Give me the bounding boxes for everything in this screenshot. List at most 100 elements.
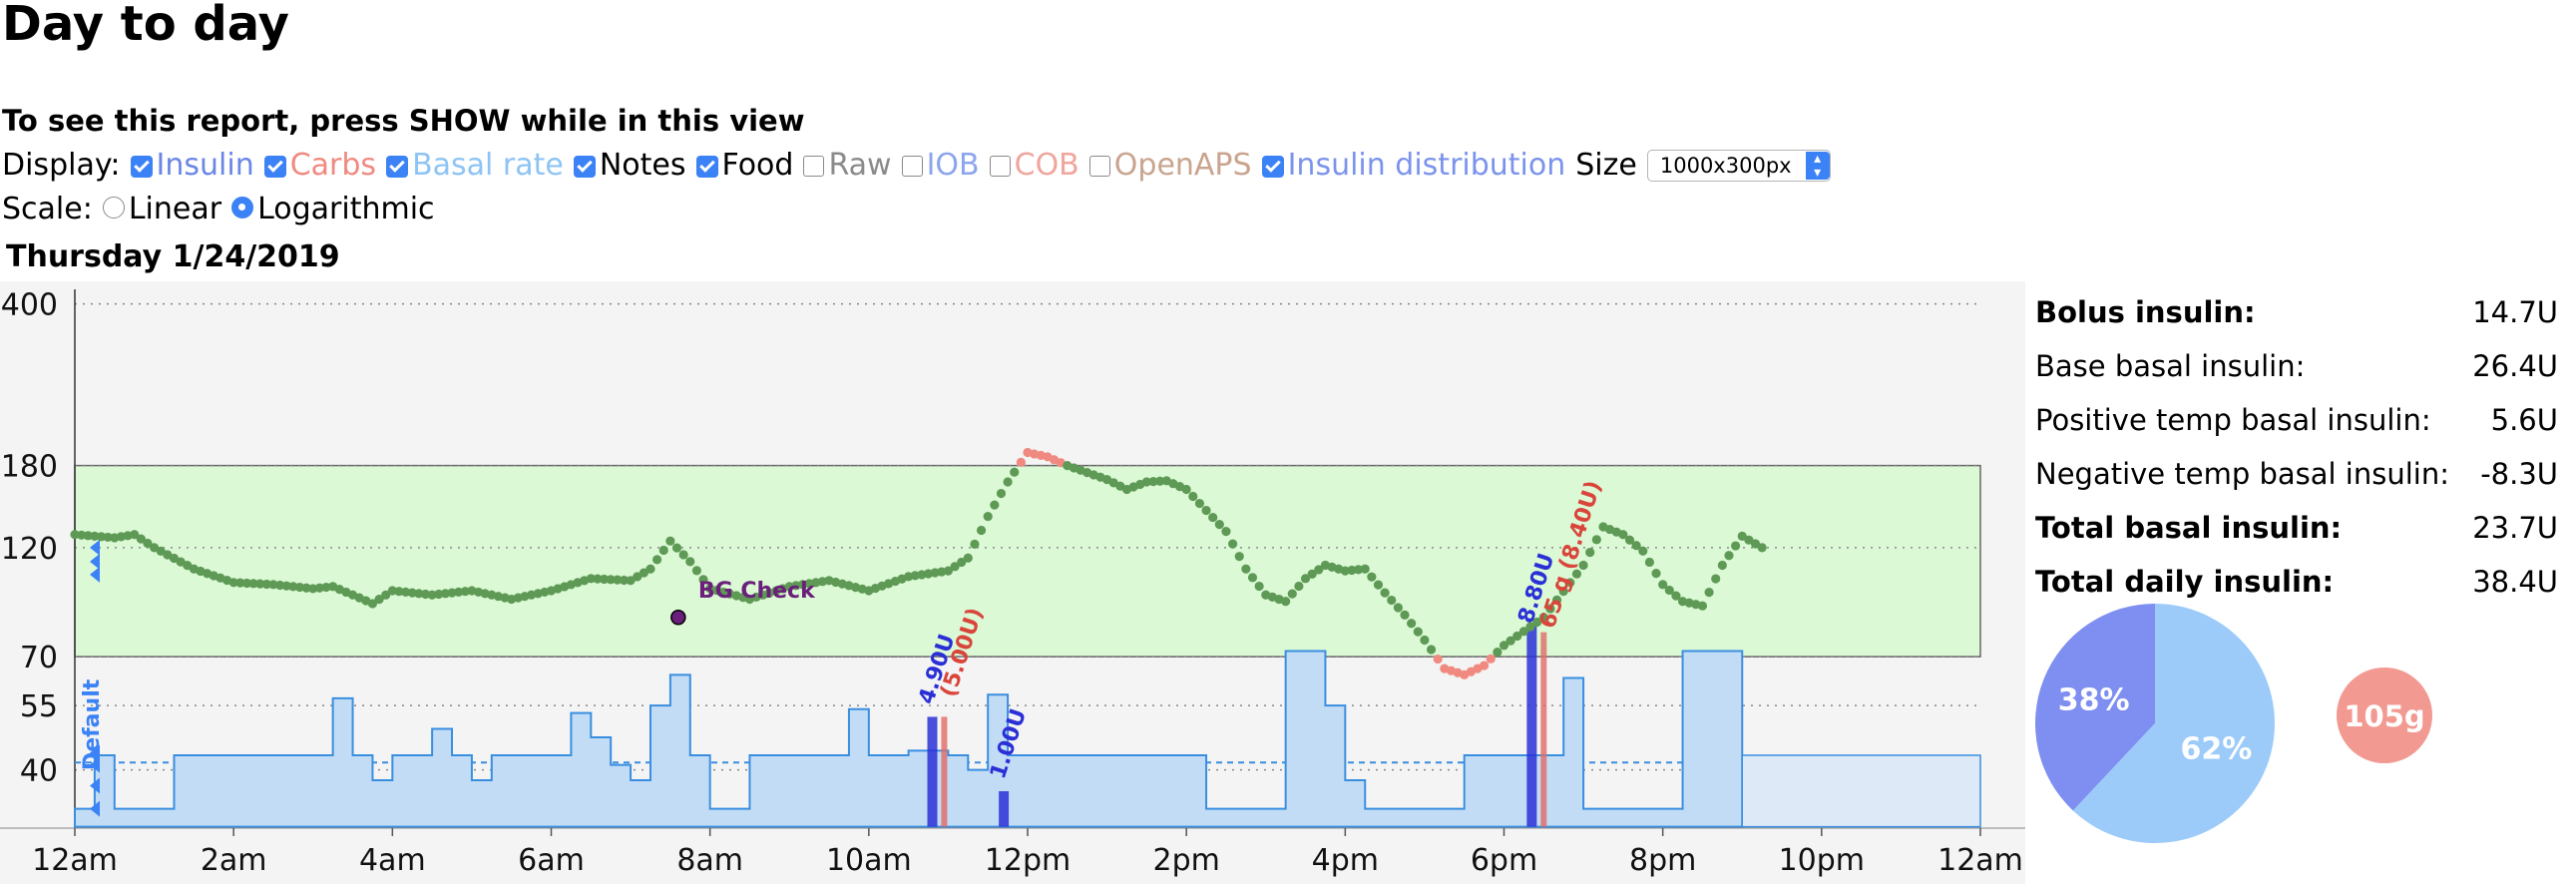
- raw-checkbox[interactable]: [803, 156, 825, 177]
- glucose-point: [367, 599, 378, 609]
- notes-checkbox[interactable]: [573, 155, 596, 178]
- carbs-checkbox[interactable]: [263, 155, 286, 178]
- glucose-point: [671, 543, 682, 553]
- stat-label: Total basal insulin:: [2035, 511, 2343, 545]
- notes-label[interactable]: Notes: [599, 148, 686, 183]
- bolus-bar: [1526, 625, 1537, 827]
- glucose-point: [1704, 588, 1714, 598]
- insulin-label[interactable]: Insulin: [156, 148, 254, 183]
- stat-label: Total daily insulin:: [2035, 565, 2335, 599]
- profile-arrow-icon: [90, 800, 100, 817]
- glucose-point: [1367, 572, 1377, 582]
- glucose-point: [1433, 654, 1443, 664]
- glucose-point: [1731, 541, 1741, 551]
- glucose-point: [652, 555, 662, 565]
- glucose-point: [1505, 636, 1515, 646]
- instructions-text: To see this report, press SHOW while in …: [2, 104, 805, 138]
- size-label: Size: [1575, 148, 1637, 183]
- glucose-point: [957, 557, 967, 568]
- iob-label[interactable]: IOB: [926, 148, 980, 183]
- cob-checkbox[interactable]: [989, 156, 1011, 177]
- food-label[interactable]: Food: [721, 148, 794, 183]
- display-label: Display:: [2, 148, 121, 183]
- glucose-point: [593, 574, 603, 584]
- glucose-point: [281, 581, 291, 591]
- y-tick-label: 120: [1, 532, 58, 567]
- glucose-point: [1387, 595, 1397, 606]
- glucose-point: [1532, 617, 1542, 628]
- openaps-checkbox[interactable]: [1088, 156, 1110, 177]
- glucose-point: [308, 584, 318, 594]
- linear-radio[interactable]: [102, 197, 125, 219]
- carbs-label[interactable]: Carbs: [289, 148, 377, 183]
- glucose-point: [136, 534, 146, 544]
- basal-rate-checkbox[interactable]: [386, 155, 409, 178]
- glucose-point: [1194, 498, 1205, 509]
- x-tick-label: 6pm: [1471, 843, 1537, 878]
- stat-label: Negative temp basal insulin:: [2035, 457, 2449, 491]
- glucose-point: [414, 589, 424, 599]
- stat-label: Base basal insulin:: [2035, 349, 2306, 383]
- pie-slice-bolus: [2035, 604, 2155, 811]
- stat-row: Total basal insulin: 23.7U: [2035, 501, 2558, 555]
- basal-rate-label[interactable]: Basal rate: [412, 148, 564, 183]
- glucose-point: [606, 575, 616, 585]
- stat-value: 26.4U: [2472, 349, 2558, 383]
- food-checkbox[interactable]: [695, 155, 718, 178]
- openaps-label[interactable]: OpenAPS: [1113, 148, 1252, 183]
- pie-slice-basal: [2072, 604, 2275, 843]
- glucose-point: [1565, 578, 1575, 588]
- glucose-point: [268, 580, 278, 590]
- profile-arrow-icon: [90, 553, 100, 570]
- glucose-point: [1247, 573, 1258, 583]
- glucose-point: [400, 587, 411, 598]
- glucose-point: [1373, 580, 1384, 590]
- glucose-point: [1141, 477, 1151, 487]
- cob-label[interactable]: COB: [1014, 148, 1079, 183]
- glucose-point: [1631, 541, 1641, 551]
- glucose-point: [130, 530, 140, 540]
- logarithmic-label[interactable]: Logarithmic: [257, 192, 435, 226]
- x-tick-label: 12am: [1937, 843, 2023, 878]
- glucose-point: [1208, 512, 1218, 523]
- stat-row: Positive temp basal insulin: 5.6U: [2035, 393, 2558, 447]
- logarithmic-radio[interactable]: [231, 197, 254, 219]
- glucose-point: [434, 589, 444, 600]
- glucose-point: [950, 562, 960, 572]
- insulin-distribution-checkbox[interactable]: [1261, 155, 1284, 178]
- glucose-point: [1724, 551, 1734, 561]
- stat-row: Total daily insulin: 38.4U: [2035, 555, 2558, 609]
- glucose-point: [1010, 467, 1020, 477]
- glucose-point: [1221, 527, 1231, 537]
- carb-bar: [1540, 632, 1547, 827]
- glucose-point: [1360, 564, 1370, 574]
- y-tick-label: 180: [1, 450, 58, 485]
- size-select[interactable]: 1000x300px ▴ ▾: [1646, 149, 1831, 182]
- size-value: 1000x300px: [1659, 153, 1792, 178]
- raw-label[interactable]: Raw: [828, 148, 892, 183]
- linear-label[interactable]: Linear: [128, 192, 222, 226]
- scale-options: Scale: Linear Logarithmic: [2, 192, 435, 226]
- glucose-point: [678, 550, 688, 560]
- glucose-point: [261, 579, 271, 590]
- x-tick-label: 8am: [676, 843, 743, 878]
- glucose-point: [427, 590, 437, 600]
- glucose-point: [394, 587, 404, 597]
- glucose-point: [288, 582, 298, 592]
- glucose-point: [1757, 543, 1767, 553]
- glucose-point: [1393, 603, 1403, 613]
- insulin-distribution-label[interactable]: Insulin distribution: [1287, 148, 1566, 183]
- glucose-point: [996, 488, 1007, 499]
- glucose-point: [1697, 601, 1708, 611]
- x-tick-label: 4pm: [1312, 843, 1379, 878]
- glucose-point: [1486, 654, 1496, 663]
- glucose-point: [665, 536, 675, 546]
- glucose-point: [1003, 477, 1013, 487]
- stat-value: 38.4U: [2472, 565, 2558, 599]
- glucose-point: [143, 538, 153, 549]
- iob-checkbox[interactable]: [901, 156, 923, 177]
- glucose-point: [658, 545, 668, 556]
- profile-arrow-icon: [90, 777, 100, 794]
- profile-arrow-icon: [90, 756, 100, 773]
- insulin-checkbox[interactable]: [130, 155, 153, 178]
